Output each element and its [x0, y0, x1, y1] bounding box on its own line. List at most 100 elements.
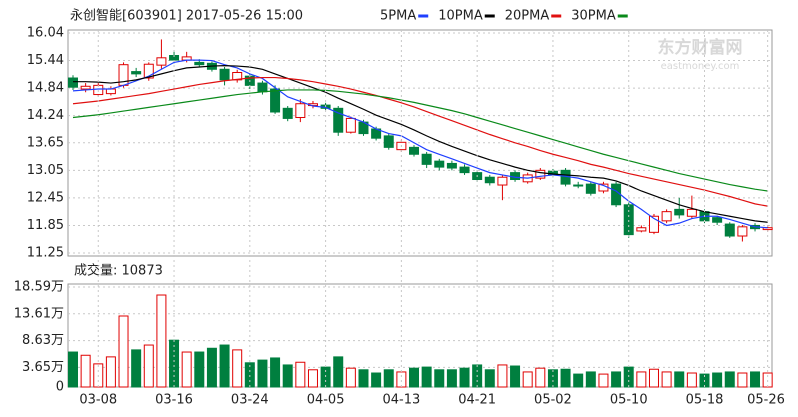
volume-bar — [636, 371, 647, 388]
candle-body — [143, 63, 154, 79]
x-tick-label: 05-10 — [610, 393, 648, 408]
volume-bar — [421, 366, 432, 388]
volume-bar — [68, 351, 78, 388]
legend-label: 5PMA — [380, 9, 416, 24]
volume-bar — [118, 315, 129, 388]
volume-bar — [750, 371, 761, 388]
ma-line — [73, 65, 768, 223]
legend-label: 30PMA — [571, 9, 616, 24]
x-tick-label: 05-02 — [534, 393, 572, 408]
candle-body — [623, 204, 634, 236]
volume-bar — [282, 364, 293, 388]
candle-body — [156, 57, 167, 66]
volume-bar — [547, 369, 558, 388]
x-tick-label: 04-21 — [458, 393, 496, 408]
candle-body — [345, 117, 356, 133]
volume-bar — [712, 372, 723, 388]
y-tick-label: 16.04 — [27, 26, 64, 41]
x-tick-label: 03-16 — [155, 393, 193, 408]
x-tick-label: 05-26 — [747, 393, 785, 408]
volume-bar — [674, 371, 685, 388]
volume-bar — [535, 367, 546, 388]
volume-bar — [333, 356, 344, 388]
candle-body — [611, 183, 622, 206]
candle-body — [270, 88, 281, 113]
candle-body — [68, 77, 78, 88]
legend-label: 20PMA — [505, 9, 550, 24]
y-tick-label: 13.65 — [27, 135, 64, 150]
candle-body — [446, 162, 457, 169]
volume-bar — [396, 371, 407, 388]
x-tick-label: 03-08 — [79, 393, 117, 408]
candle-body — [409, 146, 420, 155]
x-tick-label: 05-18 — [686, 393, 724, 408]
watermark: 东方财富网 — [658, 37, 743, 58]
volume-bar — [105, 356, 116, 388]
volume-bar — [295, 361, 306, 388]
volume-bar — [724, 371, 735, 388]
volume-bar — [598, 373, 609, 388]
candle-body — [383, 135, 394, 148]
candle-body — [80, 85, 91, 90]
watermark: eastmoney.com — [661, 61, 740, 72]
candle-body — [421, 153, 432, 165]
candle-body — [737, 226, 748, 237]
candle-body — [712, 217, 723, 223]
volume-bar — [143, 344, 154, 388]
volume-bar — [257, 359, 268, 388]
y-tick-label: 14.84 — [27, 81, 64, 96]
candle-body — [724, 223, 735, 237]
volume-bar — [206, 347, 217, 388]
volume-bar — [446, 369, 457, 388]
volume-bar — [270, 357, 281, 388]
candle-body — [219, 68, 230, 81]
volume-bar — [585, 371, 596, 388]
candle-body — [674, 208, 685, 216]
y-tick-label: 18.59万 — [14, 280, 64, 295]
candle-body — [585, 183, 596, 194]
volume-title: 成交量: 10873 — [74, 263, 163, 279]
volume-bar — [169, 339, 180, 388]
x-tick-label: 04-05 — [307, 393, 345, 408]
ma-line — [72, 59, 768, 229]
volume-bar — [345, 367, 356, 388]
volume-bar — [686, 372, 697, 388]
volume-bar — [737, 372, 748, 388]
candle-body — [131, 71, 142, 75]
candle-body — [434, 160, 445, 168]
volume-bar — [383, 369, 394, 388]
chart-title: 永创智能[603901] 2017-05-26 15:00 — [70, 9, 303, 24]
y-tick-label: 11.85 — [27, 218, 64, 233]
y-tick-label: 0 — [56, 380, 64, 395]
candle-body — [573, 184, 584, 187]
y-tick-label: 13.61万 — [14, 306, 64, 321]
volume-bar — [194, 351, 205, 388]
volume-bar — [484, 369, 495, 388]
volume-bar — [219, 344, 230, 388]
volume-bar — [573, 373, 584, 388]
candle-body — [648, 215, 659, 233]
candle-body — [333, 107, 344, 133]
volume-bar — [232, 349, 243, 388]
candle-body — [194, 61, 205, 66]
y-tick-label: 13.05 — [27, 163, 64, 178]
y-tick-label: 8.63万 — [22, 333, 64, 348]
x-tick-label: 03-24 — [231, 393, 269, 408]
volume-bar — [661, 371, 672, 388]
candle-body — [459, 166, 470, 174]
volume-bar — [459, 367, 470, 388]
volume-bar — [371, 372, 382, 388]
x-tick-label: 04-13 — [382, 393, 420, 408]
candle-body — [257, 82, 268, 93]
y-tick-label: 3.65万 — [22, 360, 64, 375]
candle-body — [295, 103, 306, 119]
candle-body — [686, 208, 697, 217]
volume-bar — [409, 367, 420, 388]
volume-bar — [560, 368, 571, 388]
volume-bar — [497, 364, 508, 388]
volume-bar — [181, 351, 192, 388]
volume-bar — [156, 294, 167, 388]
candle-body — [105, 88, 116, 95]
y-tick-label: 14.24 — [27, 108, 64, 123]
